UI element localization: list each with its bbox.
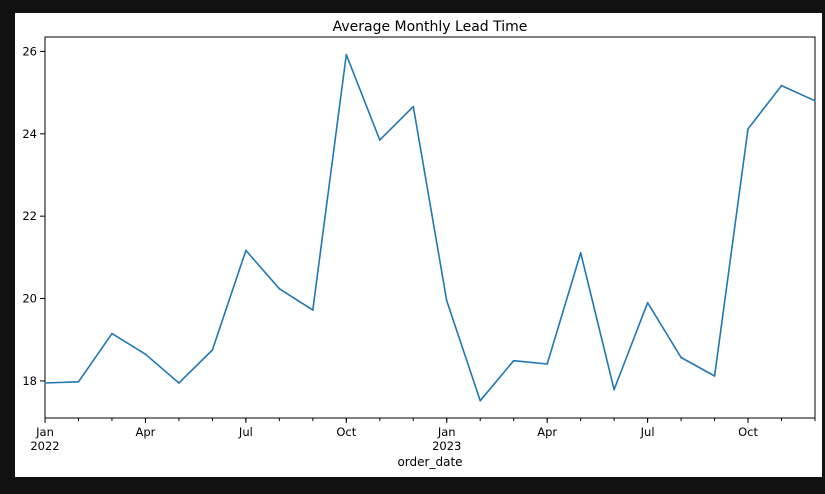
- data-point: [646, 301, 649, 304]
- data-point: [345, 53, 348, 56]
- data-point: [747, 128, 749, 130]
- data-point: [378, 139, 381, 141]
- plot-area: [44, 36, 816, 419]
- series-layer: [44, 53, 816, 402]
- data-point: [44, 382, 46, 384]
- data-point: [77, 380, 80, 383]
- x-tick-year-label: 2023: [432, 439, 461, 453]
- data-point: [178, 382, 180, 384]
- data-point: [278, 287, 281, 290]
- data-point: [579, 252, 582, 254]
- x-tick-label: Oct: [336, 425, 356, 439]
- data-point: [479, 399, 482, 402]
- data-point: [245, 249, 247, 252]
- data-point: [780, 84, 783, 87]
- x-tick-year-label: 2022: [30, 439, 59, 453]
- data-point: [546, 363, 548, 365]
- data-point: [680, 356, 682, 359]
- data-point: [713, 375, 716, 377]
- y-tick-label: 24: [22, 127, 37, 141]
- x-axis-label: order_date: [397, 455, 462, 469]
- data-point: [445, 299, 448, 302]
- data-point: [512, 359, 515, 362]
- data-point: [814, 100, 816, 102]
- data-point: [144, 353, 147, 355]
- x-tick-label: Apr: [135, 425, 155, 439]
- y-tick-label: 18: [22, 374, 37, 388]
- data-point: [613, 388, 615, 391]
- y-tick-label: 26: [22, 44, 37, 58]
- series-line: [44, 53, 816, 402]
- data-point: [312, 309, 314, 311]
- x-tick-label: Jul: [238, 425, 253, 439]
- chart-figure: Average Monthly Lead Time 18 20 22 24 26 Jan…: [15, 13, 822, 477]
- data-point: [111, 332, 113, 335]
- x-tick-label: Jul: [640, 425, 655, 439]
- x-tick-label: Jan: [437, 425, 456, 439]
- y-tick-label: 20: [22, 292, 37, 306]
- y-axis: 18 20 22 24 26: [22, 44, 45, 388]
- x-tick-label: Oct: [738, 425, 758, 439]
- x-tick-label: Apr: [537, 425, 557, 439]
- data-point: [412, 105, 415, 108]
- y-tick-label: 22: [22, 209, 37, 223]
- data-point: [211, 349, 214, 351]
- chart-title: Average Monthly Lead Time: [333, 19, 528, 35]
- x-tick-label: Jan: [35, 425, 54, 439]
